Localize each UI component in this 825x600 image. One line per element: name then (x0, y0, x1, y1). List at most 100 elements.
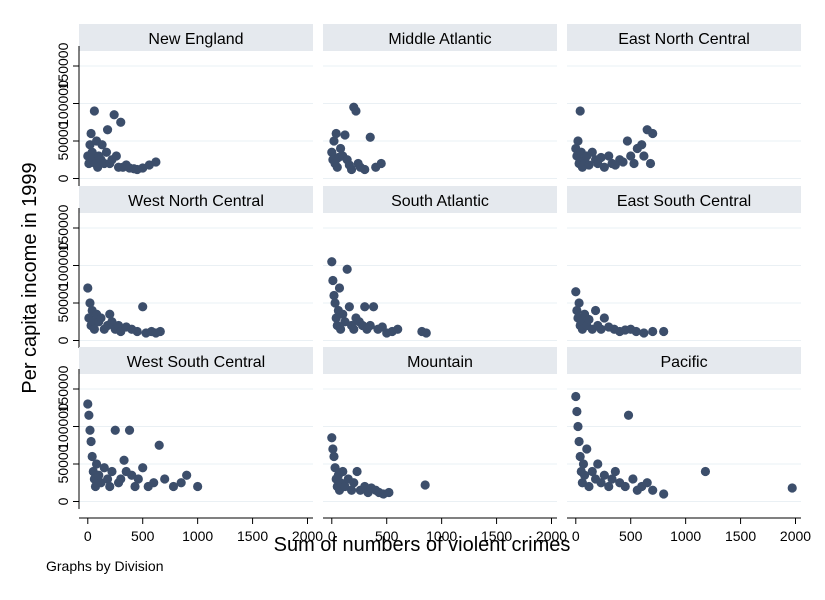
x-tick-label: 1500 (481, 528, 512, 544)
data-point (584, 314, 594, 325)
data-point (83, 283, 93, 293)
data-point (176, 478, 186, 488)
data-point (116, 474, 126, 484)
data-point (393, 324, 403, 334)
data-point (628, 474, 638, 484)
y-tick-label: 0 (55, 336, 71, 344)
data-point (102, 125, 113, 135)
data-point (590, 305, 601, 316)
data-point (599, 162, 609, 172)
y-tick-label: 50000 (55, 121, 71, 160)
data-point (582, 444, 592, 454)
data-point (360, 164, 370, 175)
panel-8: Mountain (323, 347, 557, 509)
data-point (575, 451, 585, 462)
x-tick-label: 2000 (780, 528, 811, 544)
data-point (124, 425, 135, 435)
data-point (587, 147, 597, 157)
data-point (331, 128, 341, 139)
data-point (99, 463, 109, 473)
data-point (154, 440, 164, 450)
y-tick-label: 150000 (55, 204, 71, 251)
y-tick-label: 150000 (55, 365, 71, 412)
y-tick-label: 0 (55, 174, 71, 182)
data-point (584, 481, 594, 492)
panel-title: Middle Atlantic (388, 31, 491, 48)
data-point (329, 451, 339, 462)
x-tick-label: 1000 (182, 528, 213, 544)
data-point (94, 470, 104, 480)
data-point (352, 466, 362, 477)
data-point (328, 444, 338, 454)
data-point (111, 151, 121, 161)
data-point (105, 481, 115, 492)
data-point (648, 128, 658, 139)
panel-5: South Atlantic (323, 186, 557, 348)
panel-plot-area (567, 374, 801, 509)
data-point (334, 283, 345, 293)
panel-title: New England (148, 31, 243, 48)
y-axis-title: Per capita income in 1999 (19, 162, 41, 393)
data-point (584, 160, 594, 170)
panel-title-strip (79, 186, 313, 213)
y-tick-label: 100000 (55, 242, 71, 289)
data-point (587, 466, 597, 477)
x-tick-label: 1000 (670, 528, 701, 544)
data-point (639, 328, 649, 338)
panel-2: Middle Atlantic (323, 24, 557, 186)
panel-title-strip (567, 186, 801, 213)
data-point (639, 151, 649, 161)
data-point (631, 326, 641, 337)
data-point (109, 110, 119, 120)
data-point (596, 152, 606, 163)
x-tick-label: 0 (84, 528, 92, 544)
data-point (637, 140, 647, 150)
data-point (574, 298, 584, 308)
data-point (91, 459, 102, 469)
data-point (365, 320, 375, 331)
panel-title: East North Central (618, 31, 750, 48)
data-point (86, 436, 96, 447)
data-point (105, 309, 115, 319)
data-point (96, 313, 106, 323)
data-point (138, 463, 148, 473)
panel-title-strip (323, 347, 557, 374)
data-point (335, 324, 346, 334)
panel-title: Mountain (407, 354, 473, 371)
data-point (578, 459, 589, 469)
y-tick-label: 0 (55, 497, 71, 505)
panel-title-strip (79, 347, 313, 374)
data-point (130, 481, 140, 492)
y-tick-label: 100000 (55, 80, 71, 127)
panel-title: East South Central (617, 193, 751, 210)
panel-3: East North Central (567, 24, 801, 186)
data-point (599, 313, 609, 323)
data-point (349, 324, 359, 334)
data-point (133, 474, 143, 484)
data-point (618, 157, 628, 167)
panel-title-strip (323, 186, 557, 213)
data-point (110, 425, 120, 435)
data-point (328, 275, 338, 286)
data-point (376, 158, 386, 169)
data-point (648, 326, 658, 337)
data-point (659, 489, 669, 499)
data-point (384, 487, 394, 498)
data-point (573, 421, 583, 432)
data-point (604, 481, 614, 492)
data-point (97, 140, 107, 150)
panel-6: East South Central (567, 186, 801, 348)
data-point (421, 328, 431, 338)
panel-title-strip (323, 24, 557, 51)
panel-title: West South Central (127, 354, 265, 371)
data-point (89, 106, 99, 116)
data-point (330, 463, 340, 473)
data-point (579, 470, 590, 480)
data-point (571, 391, 581, 402)
data-point (85, 298, 95, 308)
data-point (604, 151, 614, 161)
data-point (138, 302, 148, 312)
data-point (420, 480, 430, 490)
